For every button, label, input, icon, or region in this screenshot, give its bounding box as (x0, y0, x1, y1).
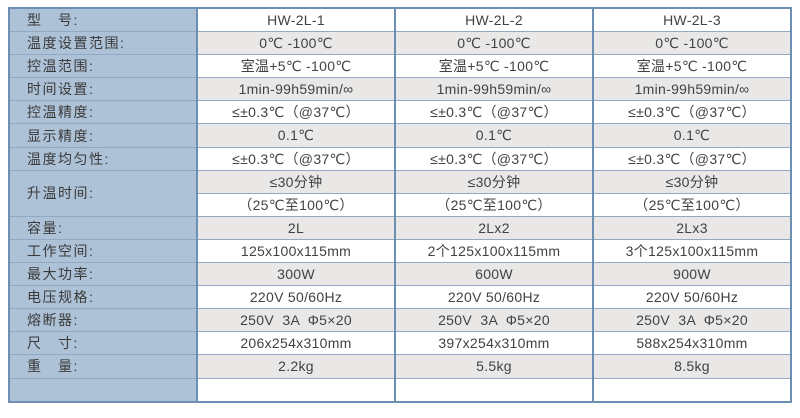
spec-value (394, 378, 594, 403)
spec-value: 600W (394, 262, 594, 287)
spec-value: 0.1℃ (196, 123, 396, 148)
spec-value: 5.5kg (394, 354, 594, 379)
spec-row-label: 电压规格: (9, 285, 198, 310)
spec-value: 0℃ -100℃ (394, 31, 594, 56)
spec-value: ≤±0.3℃（@37℃） (394, 147, 594, 171)
spec-value: ≤30分钟 (592, 170, 792, 194)
spec-value: 室温+5℃ -100℃ (592, 54, 792, 79)
spec-row-temp-control-accuracy: 控温精度: ≤±0.3℃（@37℃） ≤±0.3℃（@37℃） ≤±0.3℃（@… (9, 100, 792, 125)
spec-value: 220V 50/60Hz (592, 285, 792, 310)
spec-value: HW-2L-2 (394, 8, 594, 33)
spec-value: ≤±0.3℃（@37℃） (394, 100, 594, 125)
spec-value: （25℃至100℃） (394, 193, 594, 217)
spec-row-capacity: 容量: 2L 2Lx2 2Lx3 (9, 216, 792, 240)
spec-value: 1min-99h59min/∞ (394, 77, 594, 102)
spec-value: 2个125x100x115mm (394, 239, 594, 264)
spec-row-empty (9, 378, 792, 403)
spec-row-voltage: 电压规格: 220V 50/60Hz 220V 50/60Hz 220V 50/… (9, 285, 792, 310)
spec-value: HW-2L-3 (592, 8, 792, 33)
spec-value: ≤±0.3℃（@37℃） (196, 100, 396, 125)
spec-value: ≤±0.3℃（@37℃） (196, 147, 396, 171)
spec-row-label: 温度设置范围: (9, 31, 198, 56)
spec-row-label: 工作空间: (9, 239, 198, 264)
spec-row-label: 控温范围: (9, 54, 198, 79)
spec-value: 220V 50/60Hz (196, 285, 396, 310)
spec-value: ≤±0.3℃（@37℃） (592, 147, 792, 171)
spec-value: HW-2L-1 (196, 8, 396, 33)
spec-value: 2Lx3 (592, 216, 792, 240)
spec-row-label: 最大功率: (9, 262, 198, 287)
spec-value: 300W (196, 262, 396, 287)
spec-value: 250V 3A Φ5×20 (196, 308, 396, 333)
spec-value: 0℃ -100℃ (196, 31, 396, 56)
spec-row-fuse: 熔断器: 250V 3A Φ5×20 250V 3A Φ5×20 250V 3A… (9, 308, 792, 333)
spec-row-heatup-time: 升温时间: ≤30分钟 ≤30分钟 ≤30分钟 (9, 170, 792, 217)
spec-row-temp-set-range: 温度设置范围: 0℃ -100℃ 0℃ -100℃ 0℃ -100℃ (9, 31, 792, 56)
spec-value: 0.1℃ (394, 123, 594, 148)
spec-value: 250V 3A Φ5×20 (592, 308, 792, 333)
spec-value: 2.2kg (196, 354, 396, 379)
spec-value: （25℃至100℃） (592, 193, 792, 217)
spec-row-work-space: 工作空间: 125x100x115mm 2个125x100x115mm 3个12… (9, 239, 792, 264)
spec-row-label: 时间设置: (9, 77, 198, 102)
spec-value: （25℃至100℃） (196, 193, 396, 217)
spec-row-label: 尺 寸: (9, 331, 198, 356)
spec-table: 型 号: HW-2L-1 HW-2L-2 HW-2L-3 温度设置范围: 0℃ … (8, 7, 792, 403)
spec-row-model: 型 号: HW-2L-1 HW-2L-2 HW-2L-3 (9, 8, 792, 33)
spec-value: ≤30分钟 (394, 170, 594, 194)
spec-value: 室温+5℃ -100℃ (394, 54, 594, 79)
spec-row-weight: 重 量: 2.2kg 5.5kg 8.5kg (9, 354, 792, 379)
spec-value: 8.5kg (592, 354, 792, 379)
spec-value: 900W (592, 262, 792, 287)
spec-row-label: 控温精度: (9, 100, 198, 125)
spec-row-label: 显示精度: (9, 123, 198, 148)
spec-row-time-setting: 时间设置: 1min-99h59min/∞ 1min-99h59min/∞ 1m… (9, 77, 792, 102)
spec-value: 125x100x115mm (196, 239, 396, 264)
spec-value: 0℃ -100℃ (592, 31, 792, 56)
spec-row-display-accuracy: 显示精度: 0.1℃ 0.1℃ 0.1℃ (9, 123, 792, 148)
spec-row-label (9, 378, 198, 403)
spec-row-label: 升温时间: (9, 170, 198, 217)
spec-value (592, 378, 792, 403)
spec-row-label: 容量: (9, 216, 198, 240)
spec-value: 220V 50/60Hz (394, 285, 594, 310)
spec-row-heatup-time-note: （25℃至100℃） （25℃至100℃） （25℃至100℃） (9, 193, 792, 217)
page: 型 号: HW-2L-1 HW-2L-2 HW-2L-3 温度设置范围: 0℃ … (8, 7, 792, 403)
spec-value: 250V 3A Φ5×20 (394, 308, 594, 333)
spec-value: 206x254x310mm (196, 331, 396, 356)
spec-value: 3个125x100x115mm (592, 239, 792, 264)
spec-value (196, 378, 396, 403)
spec-row-label: 熔断器: (9, 308, 198, 333)
spec-row-label: 型 号: (9, 8, 198, 33)
spec-value: 1min-99h59min/∞ (592, 77, 792, 102)
spec-row-max-power: 最大功率: 300W 600W 900W (9, 262, 792, 287)
spec-value: 1min-99h59min/∞ (196, 77, 396, 102)
spec-value: 588x254x310mm (592, 331, 792, 356)
spec-value: 397x254x310mm (394, 331, 594, 356)
spec-row-label: 重 量: (9, 354, 198, 379)
spec-value: 2Lx2 (394, 216, 594, 240)
spec-value: ≤30分钟 (196, 170, 396, 194)
spec-value: 0.1℃ (592, 123, 792, 148)
spec-value: 2L (196, 216, 396, 240)
spec-row-temp-uniformity: 温度均匀性: ≤±0.3℃（@37℃） ≤±0.3℃（@37℃） ≤±0.3℃（… (9, 147, 792, 171)
spec-row-dimensions: 尺 寸: 206x254x310mm 397x254x310mm 588x254… (9, 331, 792, 356)
spec-value: 室温+5℃ -100℃ (196, 54, 396, 79)
spec-row-label: 温度均匀性: (9, 147, 198, 171)
spec-value: ≤±0.3℃（@37℃） (592, 100, 792, 125)
spec-row-temp-control-range: 控温范围: 室温+5℃ -100℃ 室温+5℃ -100℃ 室温+5℃ -100… (9, 54, 792, 79)
